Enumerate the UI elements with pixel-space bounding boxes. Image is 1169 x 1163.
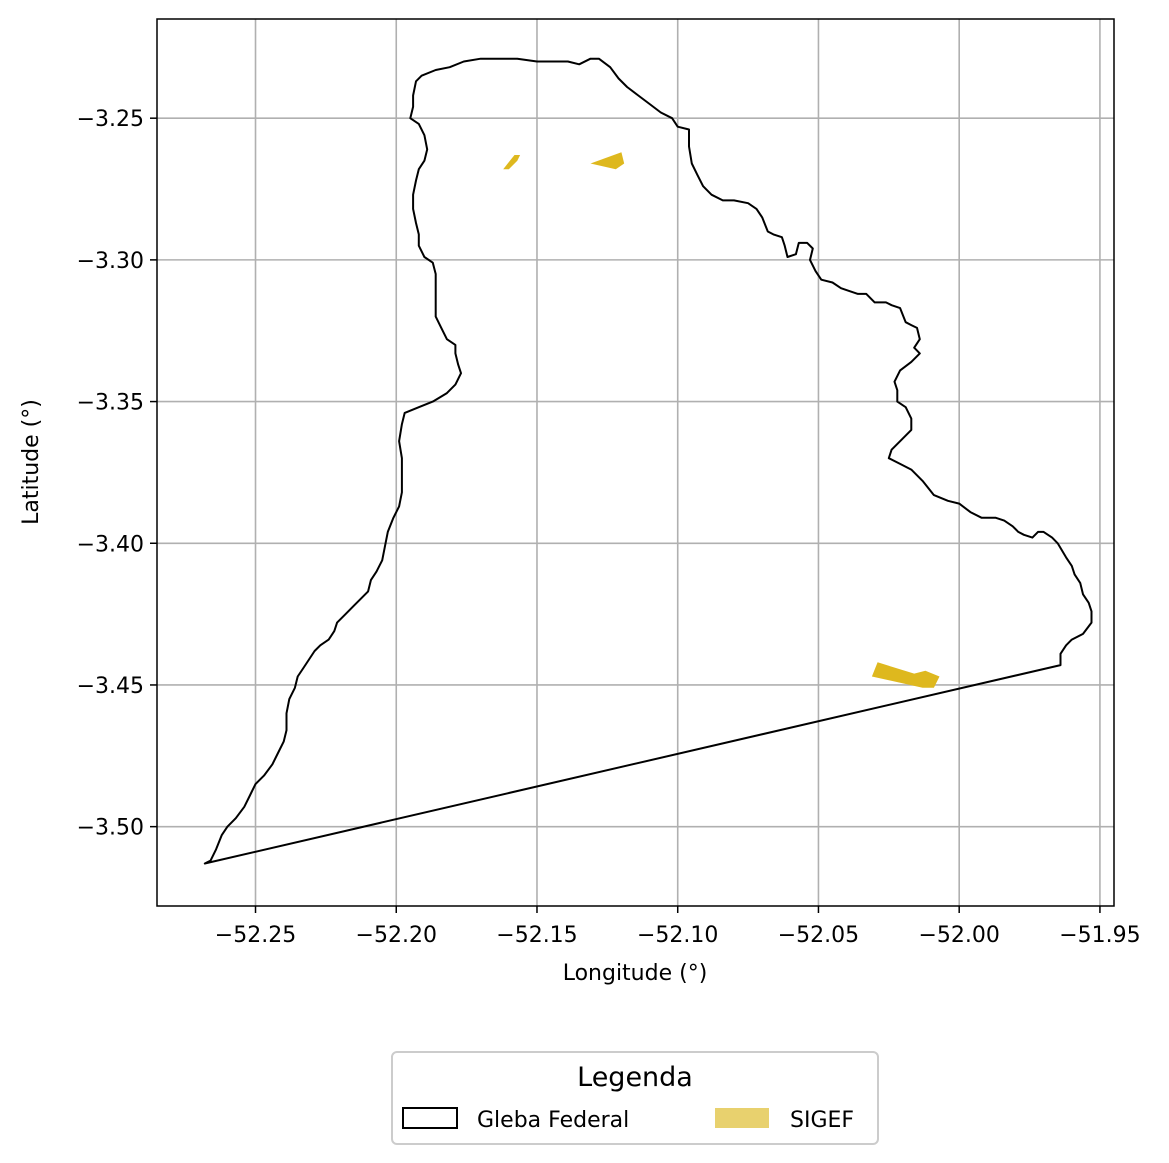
sigef-parcel (871, 662, 940, 688)
x-tick-label: −52.00 (918, 923, 999, 948)
sigef-parcels (503, 152, 940, 688)
x-tick-label: −52.15 (496, 923, 577, 948)
y-tick-label: −3.30 (77, 249, 144, 274)
x-tick-label: −52.10 (637, 923, 718, 948)
sigef-parcel (503, 155, 521, 170)
x-tick-label: −52.25 (215, 923, 296, 948)
sigef-parcel (590, 152, 625, 170)
y-tick-label: −3.50 (77, 816, 144, 841)
x-tick-label: −51.95 (1059, 923, 1140, 948)
x-tick-label: −52.05 (778, 923, 859, 948)
gleba-federal-boundary (203, 57, 1093, 865)
legend-swatch-gleba-federal (402, 1107, 458, 1129)
legend-label-sigef: SIGEF (790, 1108, 854, 1133)
legend-label-gleba-federal: Gleba Federal (477, 1108, 629, 1133)
plot-frame (156, 18, 1115, 907)
horizontal-gridlines (157, 117, 1114, 828)
y-tick-label: −3.25 (77, 107, 144, 132)
y-tick-label: −3.45 (77, 674, 144, 699)
legend-swatch-sigef (715, 1108, 769, 1128)
y-axis-label: Latitude (°) (19, 399, 44, 525)
y-tick-label: −3.40 (77, 532, 144, 557)
x-axis-ticks: −52.25 −52.20 −52.15 −52.10 −52.05 −52.00 −51.… (215, 906, 1141, 948)
y-tick-label: −3.35 (77, 391, 144, 416)
vertical-gridlines (254, 19, 1101, 906)
x-axis-label: Longitude (°) (563, 961, 708, 986)
y-axis-ticks: −3.25 −3.30 −3.35 −3.40 −3.45 −3.50 (77, 107, 157, 841)
legend-title: Legenda (577, 1062, 693, 1093)
x-tick-label: −52.20 (356, 923, 437, 948)
legend: Legenda Gleba Federal SIGEF (391, 1051, 879, 1145)
